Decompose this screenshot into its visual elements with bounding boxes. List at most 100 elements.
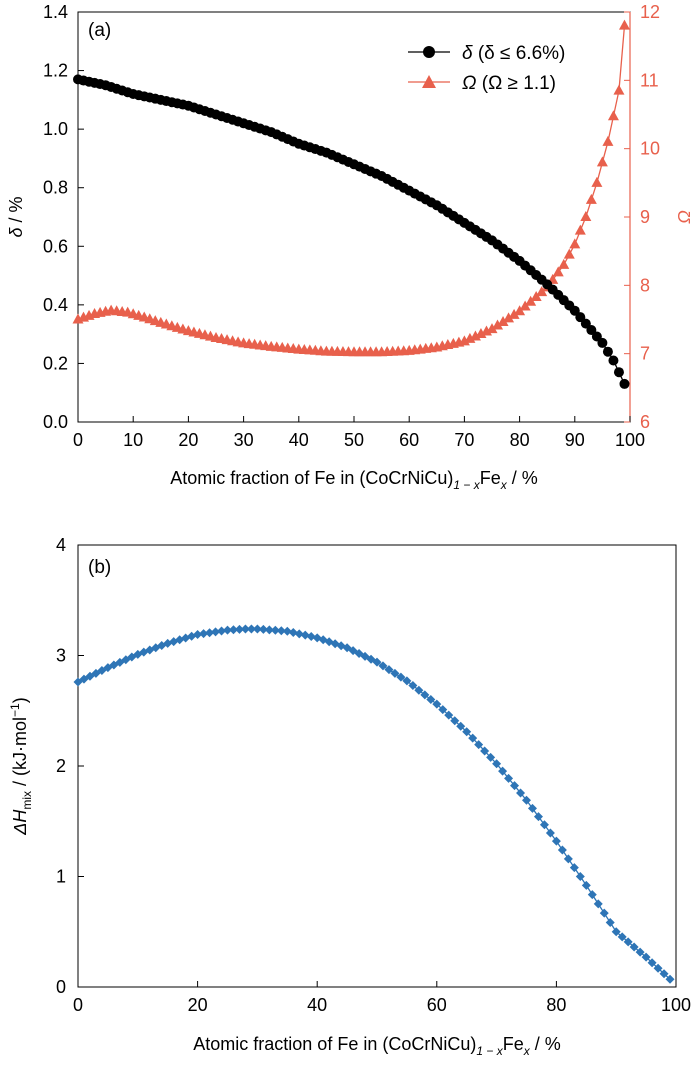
x-tick-label: 0: [73, 995, 83, 1015]
series-enthalpy-point: [545, 828, 555, 838]
panel-a-legend: δ (δ ≤ 6.6%) Ω (Ω ≥ 1.1): [408, 43, 565, 94]
series-enthalpy-point: [199, 629, 209, 639]
series-omega: [72, 19, 630, 357]
series-enthalpy-point: [468, 733, 478, 743]
x-tick-label: 30: [234, 430, 254, 450]
series-omega-point: [503, 312, 515, 323]
panel-a-x-axis-title: Atomic fraction of Fe in (CoCrNiCu)1 − x…: [170, 468, 537, 492]
y-tick-label: 1.2: [43, 61, 68, 81]
y-tick-label: 1.0: [43, 119, 68, 139]
series-omega-point: [585, 193, 597, 204]
series-enthalpy-point: [569, 863, 579, 873]
series-omega-point: [574, 224, 586, 235]
series-enthalpy-point: [211, 627, 221, 637]
y-tick-label: 1.4: [43, 2, 68, 22]
series-enthalpy-point: [372, 657, 382, 667]
legend-delta-label: δ (δ ≤ 6.6%): [462, 43, 565, 64]
series-delta-point: [613, 367, 624, 378]
y2-tick-label: 6: [640, 412, 650, 432]
series-enthalpy-point: [223, 625, 232, 635]
y-tick-label: 2: [56, 756, 66, 776]
series-enthalpy-point: [396, 672, 406, 682]
series-enthalpy-point: [474, 740, 484, 750]
series-enthalpy-point: [647, 958, 657, 968]
series-omega-point: [580, 211, 592, 221]
series-enthalpy-point: [217, 626, 227, 636]
series-omega-point: [552, 266, 564, 277]
series-omega-point: [591, 176, 603, 187]
series-enthalpy-point: [205, 628, 215, 638]
x-tick-label: 20: [178, 430, 198, 450]
series-enthalpy-point: [510, 781, 520, 791]
series-enthalpy-point: [258, 624, 268, 634]
series-omega-point: [596, 156, 608, 167]
series-enthalpy-point: [617, 932, 627, 942]
series-enthalpy-point: [414, 685, 424, 695]
series-enthalpy-point: [193, 630, 203, 640]
x-tick-label: 20: [188, 995, 208, 1015]
y-tick-label: 0.8: [43, 178, 68, 198]
panel-b-y-ticks: 0 1 2 3 4: [56, 535, 84, 997]
legend-omega-marker: [422, 75, 436, 88]
series-enthalpy-point: [432, 699, 442, 709]
series-delta-line: [77, 78, 626, 385]
series-enthalpy-point: [522, 795, 531, 805]
series-enthalpy-point: [480, 746, 490, 756]
series-enthalpy-point: [420, 690, 430, 700]
series-delta-point: [602, 346, 613, 357]
panel-a-y2-ticks: 6 7 8 9 10 11 12: [624, 2, 660, 432]
series-enthalpy-point: [516, 788, 526, 798]
series-enthalpy-point: [551, 836, 561, 846]
series-enthalpy-point: [504, 773, 514, 783]
series-enthalpy-point: [234, 624, 244, 634]
panel-a-y2-axis-title: Ω: [674, 210, 694, 224]
series-enthalpy-point: [402, 676, 412, 686]
series-enthalpy-point: [252, 624, 262, 634]
series-omega-point: [497, 315, 509, 326]
series-enthalpy-point: [665, 974, 675, 984]
x-tick-label: 80: [510, 430, 530, 450]
series-enthalpy-point: [456, 721, 466, 731]
series-enthalpy-point: [623, 937, 633, 947]
series-enthalpy-point: [378, 661, 388, 671]
panel-b-x-ticks: 0 20 40 60 80 100: [73, 981, 691, 1015]
panel-b-y-axis-title: ΔHmix / (kJ·mol−1): [8, 697, 34, 835]
x-tick-label: 60: [399, 430, 419, 450]
panel-b-x-axis-title: Atomic fraction of Fe in (CoCrNiCu)1 − x…: [193, 1034, 560, 1058]
series-delta-point: [597, 337, 608, 348]
series-enthalpy: [73, 624, 675, 984]
series-delta-point: [619, 378, 630, 389]
series-enthalpy-point: [462, 727, 472, 737]
series-enthalpy-point: [587, 890, 597, 900]
x-tick-label: 90: [565, 430, 585, 450]
series-enthalpy-point: [653, 963, 663, 973]
y-tick-label: 0.0: [43, 412, 68, 432]
y-tick-label: 0.2: [43, 353, 68, 373]
x-tick-label: 60: [427, 995, 447, 1015]
y-tick-label: 0: [56, 977, 66, 997]
series-enthalpy-point: [533, 812, 543, 822]
series-omega-point: [569, 238, 581, 249]
x-tick-label: 0: [73, 430, 83, 450]
x-tick-label: 40: [289, 430, 309, 450]
series-omega-point: [613, 84, 625, 95]
series-enthalpy-point: [426, 694, 436, 704]
series-enthalpy-point: [593, 899, 603, 909]
y2-tick-label: 12: [640, 2, 660, 22]
series-omega-point: [514, 305, 526, 316]
y-tick-label: 3: [56, 646, 66, 666]
legend-omega-label: Ω (Ω ≥ 1.1): [462, 73, 556, 94]
series-enthalpy-point: [294, 629, 304, 639]
series-enthalpy-point: [611, 927, 621, 937]
series-enthalpy-point: [408, 681, 418, 691]
panel-a-y-axis-title: δ / %: [6, 196, 26, 237]
series-omega-point: [530, 290, 542, 301]
panel-a-x-ticks: 0 10 20 30 40 50 60 70 80 90 100: [73, 416, 645, 450]
y2-tick-label: 7: [640, 344, 650, 364]
series-enthalpy-point: [276, 626, 286, 636]
series-enthalpy-point: [282, 626, 292, 636]
series-enthalpy-point: [635, 947, 645, 957]
panel-a-y-ticks: 0.0 0.2 0.4 0.6 0.8 1.0 1.2 1.4: [43, 2, 84, 432]
series-enthalpy-point: [605, 917, 615, 927]
panel-b: 0 20 40 60 80 100 0 1 2 3 4 (b) Atomic fraction o…: [8, 535, 691, 1058]
